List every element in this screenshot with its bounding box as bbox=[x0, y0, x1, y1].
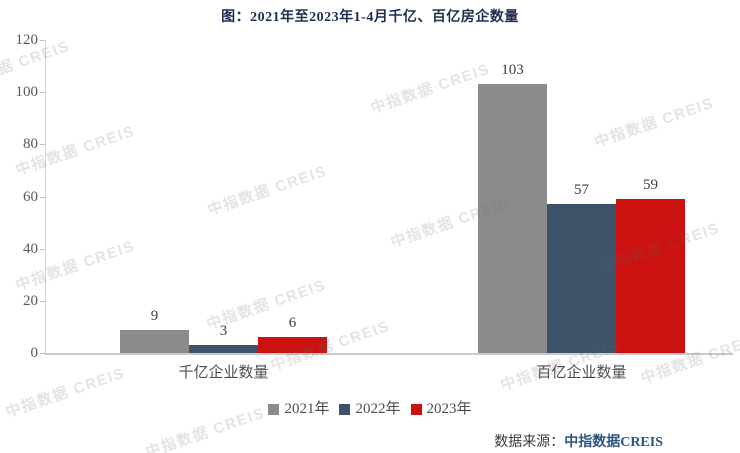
source-note: 数据来源：中指数据CREIS bbox=[494, 431, 663, 451]
bar-value-label: 57 bbox=[574, 182, 589, 199]
category-label: 百亿企业数量 bbox=[536, 365, 627, 381]
legend-swatch-icon bbox=[410, 403, 422, 415]
bar-value-label: 3 bbox=[219, 323, 228, 340]
bar-value-label: 9 bbox=[150, 307, 159, 324]
y-tick-label: 0 bbox=[30, 345, 39, 361]
bar bbox=[547, 204, 616, 353]
bar bbox=[120, 329, 189, 353]
legend-item: 2022年 bbox=[339, 401, 401, 417]
source-name: 中指数据CREIS bbox=[564, 435, 663, 450]
legend-label: 2021年 bbox=[284, 401, 330, 417]
legend: 2021年 2022年 2023年 bbox=[0, 400, 740, 418]
y-tick-label: 40 bbox=[23, 240, 38, 257]
legend-item: 2023年 bbox=[410, 401, 472, 417]
bar bbox=[478, 84, 547, 353]
category-label: 千亿企业数量 bbox=[178, 365, 269, 381]
legend-swatch-icon bbox=[339, 403, 351, 415]
y-tick-mark bbox=[40, 40, 45, 41]
bar bbox=[189, 345, 258, 353]
y-tick-label: 120 bbox=[15, 32, 39, 48]
source-label: 数据来源： bbox=[494, 435, 565, 450]
y-tick-mark bbox=[40, 353, 45, 354]
y-tick-mark bbox=[40, 196, 45, 198]
y-tick-mark bbox=[40, 248, 45, 250]
y-tick-label: 100 bbox=[15, 84, 39, 101]
legend-label: 2022年 bbox=[355, 401, 401, 417]
y-tick-label: 60 bbox=[23, 188, 38, 205]
bar bbox=[258, 337, 327, 353]
legend-swatch-icon bbox=[268, 403, 280, 415]
x-axis-line bbox=[45, 353, 733, 355]
legend-label: 2023年 bbox=[426, 401, 472, 417]
bar bbox=[616, 199, 685, 353]
legend-item: 2021年 bbox=[268, 401, 329, 417]
chart-title: 图：2021年至2023年1-4月千亿、百亿房企数量 bbox=[221, 10, 519, 25]
y-tick-mark bbox=[40, 144, 45, 146]
y-tick-label: 20 bbox=[23, 292, 38, 309]
y-tick-label: 80 bbox=[23, 136, 38, 153]
y-axis-line bbox=[45, 40, 46, 353]
y-tick-mark bbox=[40, 300, 45, 302]
y-tick-mark bbox=[40, 92, 45, 94]
bar-value-label: 103 bbox=[501, 62, 524, 79]
bar-value-label: 6 bbox=[288, 315, 297, 332]
bar-value-label: 59 bbox=[643, 177, 658, 194]
